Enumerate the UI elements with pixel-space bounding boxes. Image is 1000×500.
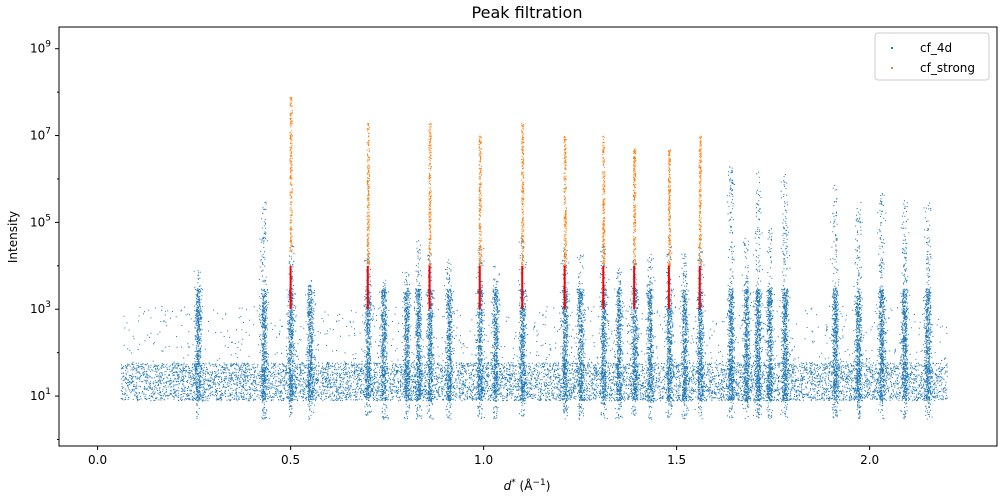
legend-label: cf_strong (920, 61, 975, 75)
plot-frame (58, 26, 998, 447)
plot-background (59, 27, 997, 446)
cf-4d-points (120, 166, 948, 420)
x-tick-label: 1.0 (474, 453, 493, 467)
cf-4d-scatter (120, 166, 948, 420)
y-tick-label: 103 (30, 300, 51, 316)
x-tick-label: 1.5 (667, 453, 686, 467)
y-axis: 101 103 105 107 109 (30, 40, 59, 440)
legend-marker (891, 67, 893, 69)
y-tick-label: 109 (30, 40, 51, 56)
chart-title: Peak filtration (472, 3, 583, 22)
x-tick-label: 0.0 (88, 453, 107, 467)
legend-marker (891, 47, 893, 49)
y-tick-label: 105 (30, 213, 51, 229)
filter-segments (289, 265, 701, 310)
plot-area (58, 26, 998, 447)
x-axis-label: d* (Å−1) (504, 478, 551, 493)
x-tick-label: 0.5 (281, 453, 300, 467)
legend-label: cf_4d (920, 41, 952, 55)
y-tick-label: 101 (30, 387, 51, 403)
y-axis-label: Intensity (6, 211, 20, 263)
y-tick-label: 107 (30, 127, 51, 143)
x-tick-label: 2.0 (860, 453, 879, 467)
x-axis: 0.0 0.5 1.0 1.5 2.0 (88, 446, 879, 467)
legend: cf_4d cf_strong (874, 32, 990, 81)
legend-box (874, 32, 990, 81)
